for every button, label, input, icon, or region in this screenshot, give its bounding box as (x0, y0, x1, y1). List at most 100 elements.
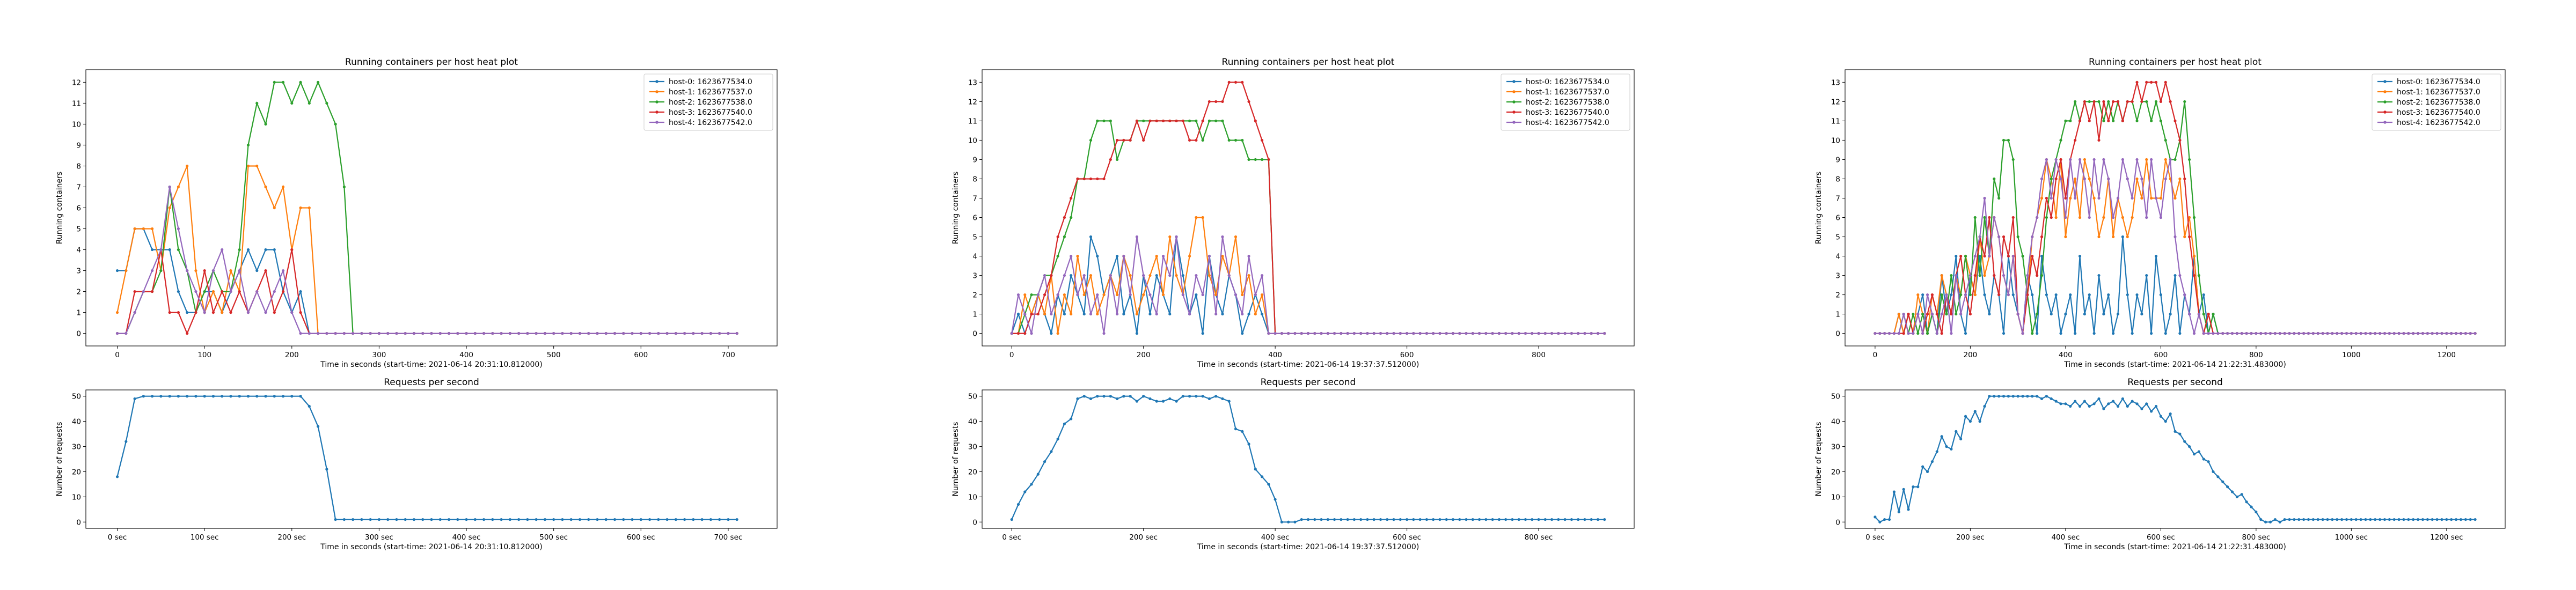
data-point (299, 80, 302, 84)
data-point (1964, 331, 1967, 335)
data-point (2374, 518, 2377, 521)
legend-entry: host-1: 1623677537.0 (2397, 88, 2480, 97)
data-point (1504, 518, 1507, 521)
data-point (2107, 119, 2110, 123)
series-line (1011, 237, 1605, 334)
data-point (1063, 235, 1066, 239)
data-point (421, 331, 425, 335)
data-point (352, 518, 355, 521)
data-point (2316, 331, 2319, 335)
data-point (1148, 293, 1152, 297)
data-point (2259, 331, 2263, 335)
data-point (1168, 397, 1172, 401)
data-point (2364, 518, 2367, 521)
y-tick-label: 50 (72, 393, 81, 401)
data-point (2107, 293, 2110, 297)
data-point (1181, 274, 1184, 277)
data-point (2174, 196, 2177, 200)
data-point (2002, 138, 2006, 142)
data-point (1260, 274, 1264, 277)
data-point (1945, 293, 1948, 297)
data-point (1201, 138, 1204, 142)
data-point (1129, 138, 1132, 142)
data-point (500, 331, 503, 335)
data-point (1076, 177, 1079, 181)
data-point (2036, 331, 2039, 335)
y-axis-label: Running containers (952, 172, 960, 244)
x-tick-label: 0 sec (1002, 533, 1021, 542)
data-point (2083, 177, 2086, 181)
data-point (2164, 158, 2167, 161)
data-point (2064, 216, 2067, 219)
data-point (377, 518, 381, 521)
data-point (290, 395, 294, 398)
data-point (1161, 119, 1165, 123)
x-tick-label: 700 sec (714, 533, 743, 542)
data-point (1208, 254, 1211, 258)
chart-title: Running containers per host heat plot (345, 57, 518, 68)
data-point (2078, 119, 2082, 123)
y-tick-label: 7 (76, 183, 81, 191)
data-point (2445, 518, 2448, 521)
data-point (221, 311, 224, 314)
data-point (430, 331, 433, 335)
data-point (1267, 331, 1270, 335)
data-point (1940, 293, 1943, 297)
data-point (2097, 100, 2101, 104)
x-tick-label: 200 (1964, 351, 1978, 359)
data-point (2354, 331, 2358, 335)
data-point (735, 518, 738, 521)
data-point (115, 311, 119, 314)
y-tick-label: 0 (76, 518, 81, 527)
y-axis-label: Number of requests (1814, 422, 1823, 496)
data-point (1968, 293, 1972, 297)
data-point (246, 311, 250, 314)
data-point (1878, 520, 1882, 523)
legend: host-0: 1623677534.0 host-1: 1623677537.0… (2372, 73, 2501, 131)
data-point (1082, 177, 1086, 181)
y-tick-label: 6 (1835, 214, 1840, 223)
data-point (2454, 331, 2458, 335)
legend-marker (1512, 80, 1516, 83)
data-point (2459, 331, 2463, 335)
data-point (2397, 518, 2401, 521)
data-point (2397, 331, 2401, 335)
data-point (2159, 100, 2162, 104)
legend-marker (655, 121, 658, 124)
data-point (2045, 158, 2048, 161)
data-point (1148, 312, 1152, 316)
data-point (1109, 119, 1112, 123)
data-point (308, 331, 311, 335)
data-point (159, 269, 163, 272)
legend-box (1501, 73, 1630, 131)
y-tick-label: 5 (972, 233, 977, 242)
data-point (2088, 119, 2091, 123)
data-point (2054, 293, 2058, 297)
data-point (674, 518, 677, 521)
data-point (2031, 331, 2034, 335)
data-point (2188, 158, 2191, 161)
x-axis-label: Time in seconds (start-time: 2021-06-14 … (2063, 543, 2286, 551)
data-point (194, 290, 197, 293)
data-point (1907, 508, 1910, 511)
data-point (1241, 293, 1244, 297)
data-point (2074, 100, 2077, 104)
data-point (1181, 293, 1184, 297)
data-point (1517, 331, 1520, 335)
data-point (2011, 216, 2015, 219)
data-point (1874, 515, 1877, 519)
data-point (2388, 518, 2391, 521)
data-point (473, 331, 477, 335)
data-point (1577, 518, 1580, 521)
data-point (2074, 400, 2077, 403)
data-point (2407, 331, 2410, 335)
data-point (369, 518, 372, 521)
data-point (2150, 80, 2153, 84)
data-point (404, 331, 407, 335)
data-point (1892, 331, 1896, 335)
data-point (2473, 331, 2477, 335)
data-point (1241, 138, 1244, 142)
data-point (735, 331, 738, 335)
y-tick-label: 10 (72, 493, 81, 502)
data-point (2011, 293, 2015, 297)
